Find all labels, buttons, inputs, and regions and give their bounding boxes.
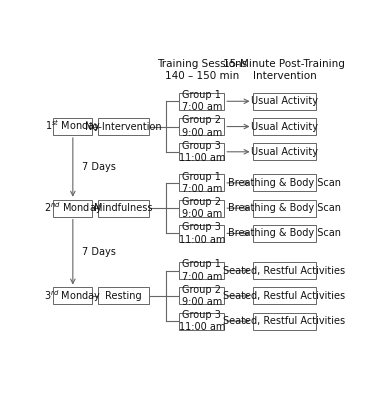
Text: Group 1
7:00 am: Group 1 7:00 am [182,90,222,112]
FancyBboxPatch shape [98,118,149,135]
FancyBboxPatch shape [180,313,224,330]
FancyBboxPatch shape [252,313,316,330]
Text: Group 1
7:00 am: Group 1 7:00 am [182,260,222,282]
Text: Seated, Restful Activities: Seated, Restful Activities [223,266,346,276]
Text: 7 Days: 7 Days [82,247,116,257]
Text: Mindfulness: Mindfulness [94,203,153,213]
Text: Group 3
11:00 am: Group 3 11:00 am [179,140,225,163]
FancyBboxPatch shape [180,225,224,242]
FancyBboxPatch shape [98,288,149,304]
FancyBboxPatch shape [252,262,316,279]
FancyBboxPatch shape [53,288,92,304]
Text: Group 2
9:00 am: Group 2 9:00 am [182,285,222,307]
Text: Breathing & Body Scan: Breathing & Body Scan [228,178,341,188]
Text: Training Sessions
140 – 150 min: Training Sessions 140 – 150 min [157,59,247,81]
FancyBboxPatch shape [53,200,92,217]
FancyBboxPatch shape [252,93,316,110]
FancyBboxPatch shape [252,225,316,242]
Text: Seated, Restful Activities: Seated, Restful Activities [223,316,346,326]
FancyBboxPatch shape [180,143,224,160]
Text: 3$^{rd}$ Monday: 3$^{rd}$ Monday [44,288,101,304]
FancyBboxPatch shape [98,200,149,217]
Text: Resting: Resting [105,291,142,301]
Text: Seated, Restful Activities: Seated, Restful Activities [223,291,346,301]
Text: Group 2
9:00 am: Group 2 9:00 am [182,197,222,219]
FancyBboxPatch shape [53,118,92,135]
Text: 7 Days: 7 Days [82,162,116,172]
Text: 1$^{st}$ Monday: 1$^{st}$ Monday [45,119,101,134]
Text: Usual Activity: Usual Activity [251,96,318,106]
FancyBboxPatch shape [180,174,224,191]
FancyBboxPatch shape [252,118,316,135]
Text: Group 3
11:00 am: Group 3 11:00 am [179,222,225,245]
FancyBboxPatch shape [252,200,316,217]
Text: Group 3
11:00 am: Group 3 11:00 am [179,310,225,332]
Text: Usual Activity: Usual Activity [251,147,318,157]
FancyBboxPatch shape [252,174,316,191]
FancyBboxPatch shape [180,262,224,279]
Text: Group 1
7:00 am: Group 1 7:00 am [182,172,222,194]
Text: No-Intervention: No-Intervention [85,122,162,132]
FancyBboxPatch shape [180,288,224,304]
FancyBboxPatch shape [180,200,224,217]
FancyBboxPatch shape [180,118,224,135]
Text: Group 2
9:00 am: Group 2 9:00 am [182,115,222,138]
FancyBboxPatch shape [180,93,224,110]
Text: 15-Minute Post-Training
Intervention: 15-Minute Post-Training Intervention [224,59,345,81]
Text: Breathing & Body Scan: Breathing & Body Scan [228,228,341,238]
Text: 2$^{nd}$ Monday: 2$^{nd}$ Monday [43,200,102,216]
Text: Breathing & Body Scan: Breathing & Body Scan [228,203,341,213]
Text: Usual Activity: Usual Activity [251,122,318,132]
FancyBboxPatch shape [252,288,316,304]
FancyBboxPatch shape [252,143,316,160]
